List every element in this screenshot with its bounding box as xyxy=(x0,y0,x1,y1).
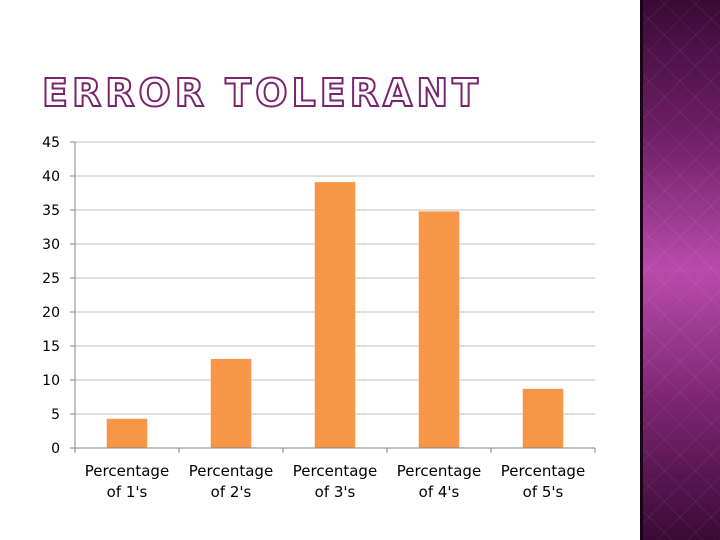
x-category-labels: Percentage of 1's Percentage of 2's Percenta… xyxy=(85,462,585,501)
x-category-label: of 5's xyxy=(523,483,564,501)
bars xyxy=(106,182,564,448)
y-tick-label: 35 xyxy=(42,203,60,219)
axes xyxy=(70,141,596,453)
x-category-label: Percentage xyxy=(293,462,377,480)
bar-4 xyxy=(418,211,460,448)
bar-5 xyxy=(522,388,564,448)
slide-title: ERROR TOLERANT xyxy=(41,71,483,115)
y-tick-label: 20 xyxy=(42,305,60,321)
y-tick-label: 30 xyxy=(42,237,60,253)
x-category-label: of 1's xyxy=(107,483,148,501)
bar-1 xyxy=(106,418,148,448)
y-tick-label: 0 xyxy=(51,441,60,457)
y-tick-label: 25 xyxy=(42,271,60,287)
y-tick-label: 40 xyxy=(42,169,60,185)
y-tick-label: 5 xyxy=(51,407,60,423)
x-category-label: of 3's xyxy=(315,483,356,501)
x-category-label: Percentage xyxy=(85,462,169,480)
bar-3 xyxy=(314,182,356,448)
x-category-label: of 4's xyxy=(419,483,460,501)
x-category-label: Percentage xyxy=(189,462,273,480)
y-tick-label: 15 xyxy=(42,339,60,355)
x-category-label: Percentage xyxy=(397,462,481,480)
x-category-label: of 2's xyxy=(211,483,252,501)
y-tick-label: 10 xyxy=(42,373,60,389)
y-tick-label: 45 xyxy=(42,135,60,151)
x-category-label: Percentage xyxy=(501,462,585,480)
y-tick-labels: 0 5 10 15 20 25 30 35 40 45 xyxy=(42,135,60,457)
decorative-side-panel xyxy=(640,0,720,540)
side-panel-border xyxy=(640,0,643,540)
bar-2 xyxy=(210,358,252,448)
